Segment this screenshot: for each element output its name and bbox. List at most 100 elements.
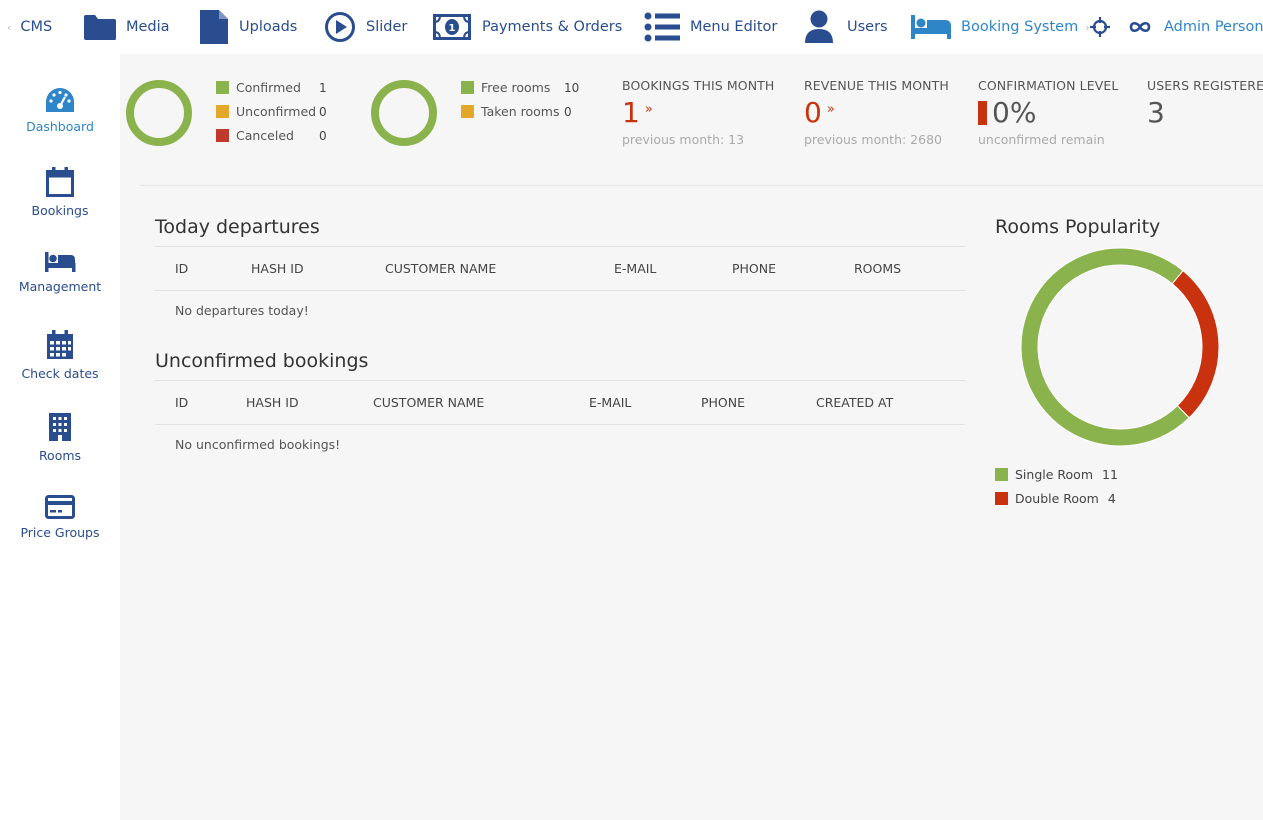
legend-swatch <box>995 468 1008 481</box>
legend-double-room: Double Room 4 <box>995 491 1116 506</box>
legend-label: Double Room <box>1015 491 1099 506</box>
legend-label: Taken rooms <box>481 104 560 119</box>
chevron-left-icon: ‹ <box>7 20 12 34</box>
legend-value: 11 <box>1102 467 1118 482</box>
kpi-value: 1 <box>622 96 640 129</box>
kpi-revenue-sub: previous month: 2680 <box>804 132 942 147</box>
unconfirmed-table: ID HASH ID CUSTOMER NAME E-MAIL PHONE CR… <box>155 380 965 470</box>
legend-value: 0 <box>319 104 327 119</box>
legend-free-rooms: Free rooms 10 <box>461 80 581 95</box>
column-header[interactable]: CREATED AT <box>816 395 894 410</box>
building-icon <box>49 413 71 441</box>
main-content: Confirmed 1 Unconfirmed 0 Canceled 0 Fre… <box>120 54 1263 820</box>
sidebar-item-label: Check dates <box>21 366 99 381</box>
legend-single-room: Single Room 11 <box>995 467 1118 482</box>
legend-canceled: Canceled 0 <box>216 128 336 143</box>
nav-slider[interactable]: Slider <box>324 0 407 54</box>
nav-media[interactable]: Media <box>83 0 170 54</box>
rooms-popularity-donut <box>1020 247 1220 447</box>
table-header: ID HASH ID CUSTOMER NAME E-MAIL PHONE RO… <box>155 246 965 291</box>
legend-confirmed: Confirmed 1 <box>216 80 336 95</box>
nav-crosshair[interactable] <box>1090 0 1110 54</box>
room-status-donut <box>371 80 437 146</box>
double-chevron-down-icon: » <box>644 102 653 117</box>
legend-swatch <box>461 81 474 94</box>
nav-booking-system[interactable]: Booking System › <box>910 0 1090 54</box>
double-chevron-down-icon: » <box>826 102 835 117</box>
nav-users[interactable]: Users <box>804 0 888 54</box>
column-header[interactable]: PHONE <box>701 395 746 410</box>
top-navigation: ‹ CMS Media Uploads Slider 1 Payments & … <box>0 0 1263 54</box>
nav-uploads[interactable]: Uploads <box>199 0 297 54</box>
sidebar-item-dashboard[interactable]: Dashboard <box>0 87 120 134</box>
folder-icon <box>84 15 116 40</box>
column-header[interactable]: HASH ID <box>251 261 304 276</box>
popularity-title: Rooms Popularity <box>995 216 1161 238</box>
sidebar-item-label: Bookings <box>31 203 89 218</box>
kpi-users-title: USERS REGISTERED <box>1147 78 1263 93</box>
empty-message: No departures today! <box>175 303 309 318</box>
kpi-users-value: 3 <box>1147 96 1165 129</box>
sidebar-item-management[interactable]: Management <box>0 251 120 294</box>
svg-text:1: 1 <box>449 23 456 34</box>
booking-status-donut <box>126 80 192 146</box>
legend-value: 10 <box>564 80 580 95</box>
legend-swatch <box>461 105 474 118</box>
departures-table: ID HASH ID CUSTOMER NAME E-MAIL PHONE RO… <box>155 246 965 336</box>
legend-unconfirmed: Unconfirmed 0 <box>216 104 336 119</box>
column-header[interactable]: HASH ID <box>246 395 299 410</box>
crosshair-icon <box>1090 17 1110 37</box>
table-header: ID HASH ID CUSTOMER NAME E-MAIL PHONE CR… <box>155 380 965 425</box>
legend-value: 0 <box>564 104 572 119</box>
list-icon <box>644 12 680 42</box>
bed-icon <box>911 15 951 39</box>
legend-swatch <box>216 81 229 94</box>
legend-value: 0 <box>319 128 327 143</box>
column-header[interactable]: ID <box>175 395 189 410</box>
legend-swatch <box>216 129 229 142</box>
column-header[interactable]: CUSTOMER NAME <box>373 395 485 410</box>
legend-value: 1 <box>319 80 327 95</box>
kpi-confirmation-value: 0% <box>978 96 1036 129</box>
donut-slice <box>1020 247 1190 447</box>
sidebar-item-bookings[interactable]: Bookings <box>0 167 120 218</box>
sidebar-item-check-dates[interactable]: Check dates <box>0 330 120 381</box>
kpi-value: 0 <box>804 96 822 129</box>
legend-label: Canceled <box>236 128 294 143</box>
nav-payments-orders[interactable]: 1 Payments & Orders <box>433 0 622 54</box>
calendar-grid-icon <box>47 330 73 359</box>
empty-message: No unconfirmed bookings! <box>175 437 341 452</box>
play-circle-icon <box>325 12 355 42</box>
column-header[interactable]: ID <box>175 261 189 276</box>
nav-menu-editor[interactable]: Menu Editor <box>644 0 777 54</box>
column-header[interactable]: PHONE <box>732 261 777 276</box>
sidebar-item-rooms[interactable]: Rooms <box>0 412 120 463</box>
unconfirmed-title: Unconfirmed bookings <box>155 350 369 372</box>
dashboard-icon <box>46 88 74 112</box>
kpi-value: 0% <box>992 96 1037 129</box>
credit-card-icon <box>45 495 75 519</box>
sidebar-item-price-groups[interactable]: Price Groups <box>0 495 120 540</box>
column-header[interactable]: E-MAIL <box>614 261 657 276</box>
confirmation-level-bar <box>978 100 987 125</box>
bed-icon <box>45 252 76 272</box>
column-header[interactable]: CUSTOMER NAME <box>385 261 497 276</box>
sidebar-item-label: Management <box>18 279 102 294</box>
kpi-confirmation-title: CONFIRMATION LEVEL <box>978 78 1119 93</box>
kpi-bookings-value: 1» <box>622 96 653 129</box>
infinity-icon <box>1129 21 1151 33</box>
column-header[interactable]: E-MAIL <box>589 395 632 410</box>
legend-label: Free rooms <box>481 80 551 95</box>
user-icon <box>805 10 833 43</box>
donut-slice <box>1171 270 1220 419</box>
kpi-bookings-sub: previous month: 13 <box>622 132 745 147</box>
kpi-revenue-title: REVENUE THIS MONTH <box>804 78 949 93</box>
legend-label: Unconfirmed <box>236 104 317 119</box>
legend-swatch <box>995 492 1008 505</box>
sidebar-item-label: Dashboard <box>26 119 94 134</box>
nav-admin-person[interactable]: Admin Person <box>1129 0 1263 54</box>
column-header[interactable]: ROOMS <box>854 261 902 276</box>
legend-label: Confirmed <box>236 80 301 95</box>
legend-label: Single Room <box>1015 467 1093 482</box>
nav-cms[interactable]: ‹ CMS <box>7 19 53 35</box>
